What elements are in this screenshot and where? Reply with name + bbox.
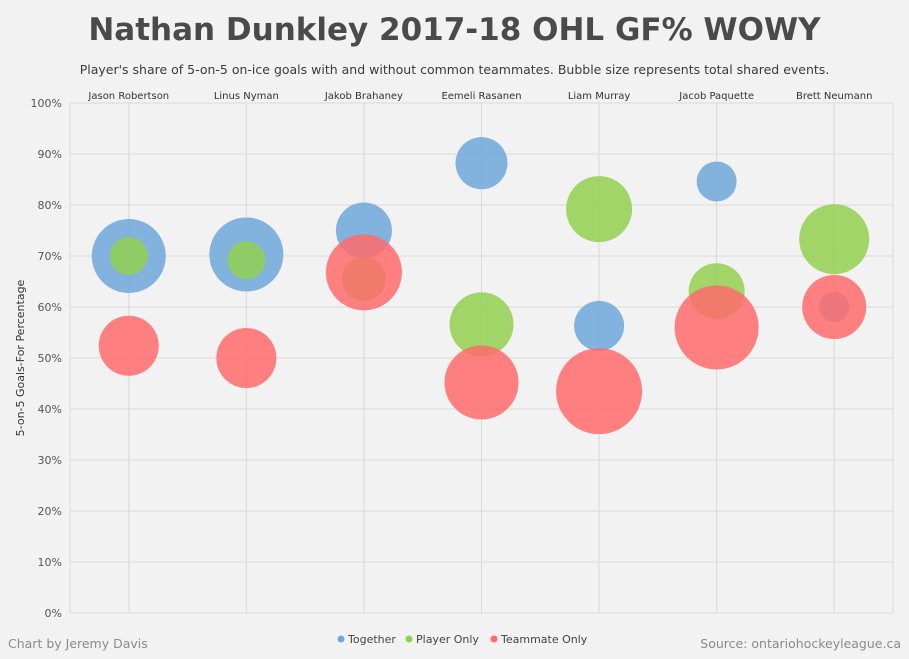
category-label: Jason Robertson [87, 91, 169, 102]
y-tick-label: 50% [38, 352, 62, 365]
legend-marker [337, 635, 345, 643]
legend-marker [405, 635, 413, 643]
bubble-teammate-only [444, 345, 519, 420]
y-axis-label: 5-on-5 Goals-For Percentage [14, 279, 27, 436]
bubble-player-only [449, 292, 514, 357]
y-tick-labels: 0% 10% 20% 30% 40% 50% 60% 70% 80% 90% 100% [31, 97, 62, 620]
y-tick-label: 20% [38, 505, 62, 518]
category-label: Jacob Paquette [678, 91, 754, 102]
bubbles [91, 137, 870, 435]
y-tick-label: 10% [38, 556, 62, 569]
bubble-player-only [227, 241, 266, 280]
y-tick-label: 30% [38, 454, 62, 467]
y-tick-label: 60% [38, 301, 62, 314]
category-label: Linus Nyman [214, 91, 279, 102]
bubble-teammate-only [674, 285, 759, 370]
bubble-player-only [566, 176, 633, 243]
y-tick-label: 80% [38, 199, 62, 212]
category-label: Jakob Brahaney [324, 91, 403, 102]
bubble-teammate-only [802, 275, 867, 339]
bubble-teammate-only [216, 328, 277, 388]
bubble-teammate-only [98, 315, 159, 376]
chart-source: Source: ontariohockeyleague.ca [700, 636, 901, 651]
bubble-together [455, 137, 508, 190]
category-label: Liam Murray [568, 91, 631, 102]
y-tick-label: 70% [38, 250, 62, 263]
legend-label: Teammate Only [500, 633, 588, 646]
bubble-player-only [109, 237, 148, 275]
legend-marker [490, 635, 498, 643]
y-tick-label: 40% [38, 403, 62, 416]
chart-subtitle: Player's share of 5-on-5 on-ice goals wi… [79, 62, 830, 77]
bubble-teammate-only [556, 348, 643, 435]
y-tick-label: 90% [38, 148, 62, 161]
bubble-teammate-only [325, 234, 402, 311]
legend: Together Player Only Teammate Only [337, 633, 588, 646]
chart-credit: Chart by Jeremy Davis [8, 636, 148, 651]
y-tick-label: 0% [45, 607, 62, 620]
chart-title: Nathan Dunkley 2017-18 OHL GF% WOWY [88, 12, 821, 48]
bubble-together [696, 161, 737, 202]
legend-label: Player Only [416, 633, 479, 646]
bubble-player-only [799, 204, 870, 275]
y-tick-label: 100% [31, 97, 62, 110]
bubble-together [574, 300, 625, 351]
category-label: Eemeli Rasanen [441, 91, 521, 102]
category-labels: Jason Robertson Linus Nyman Jakob Brahaney… [87, 91, 872, 102]
legend-label: Together [347, 633, 396, 646]
category-label: Brett Neumann [796, 91, 872, 102]
